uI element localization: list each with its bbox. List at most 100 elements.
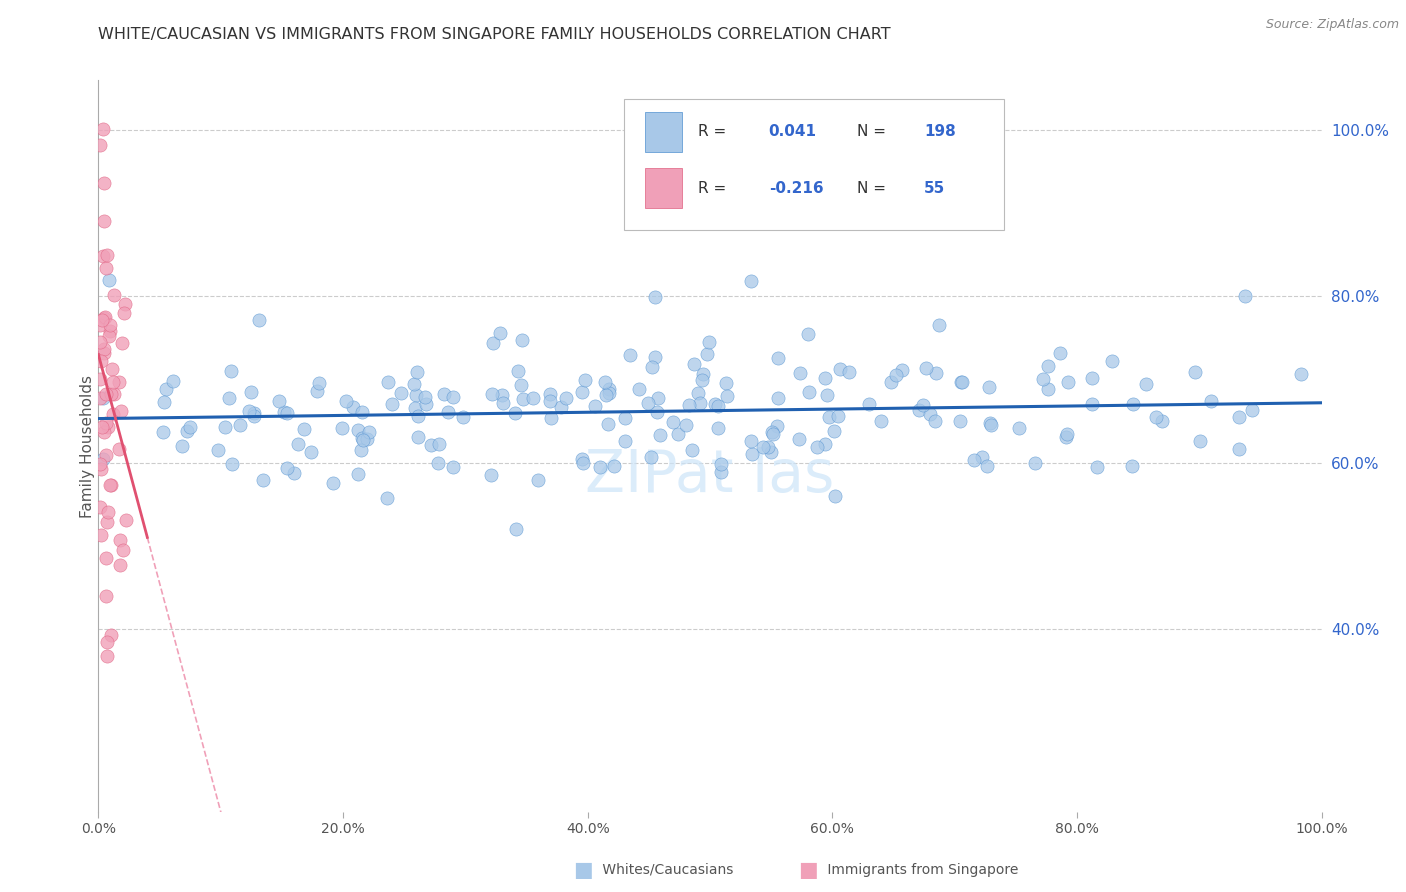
Point	[114, 513, 136, 527]
Point	[377, 376, 399, 390]
Point	[94, 589, 117, 603]
Point	[823, 424, 845, 438]
Point	[918, 407, 941, 421]
Point	[103, 407, 125, 421]
Point	[207, 443, 229, 458]
Point	[512, 334, 534, 348]
Point	[413, 390, 436, 404]
Point	[598, 382, 620, 396]
Point	[858, 397, 880, 411]
Point	[1121, 459, 1143, 474]
Text: R =: R =	[697, 181, 731, 196]
Point	[740, 274, 762, 288]
Point	[1184, 365, 1206, 379]
Point	[240, 384, 263, 399]
Point	[93, 214, 115, 228]
Text: 0.041: 0.041	[769, 124, 817, 139]
Point	[505, 522, 527, 536]
Point	[98, 318, 121, 332]
Point	[322, 476, 344, 491]
Point	[768, 351, 790, 365]
Point	[1122, 397, 1144, 411]
Point	[595, 375, 617, 389]
Point	[219, 364, 242, 378]
Point	[356, 432, 378, 446]
Point	[503, 406, 526, 420]
Point	[924, 414, 946, 428]
Point	[100, 387, 122, 401]
Point	[928, 318, 950, 333]
Point	[571, 385, 593, 400]
Point	[98, 324, 121, 338]
Point	[94, 387, 117, 401]
Point	[741, 447, 763, 461]
Point	[221, 457, 243, 471]
Point	[707, 399, 730, 413]
Point	[162, 374, 184, 388]
Point	[647, 404, 669, 418]
Point	[89, 457, 111, 471]
Point	[481, 387, 503, 401]
Point	[287, 437, 309, 451]
Point	[1227, 409, 1250, 424]
Point	[402, 377, 425, 392]
Point	[103, 375, 125, 389]
Point	[346, 423, 368, 437]
Point	[538, 386, 561, 401]
Point	[512, 392, 534, 406]
Point	[869, 414, 891, 428]
Point	[508, 364, 530, 378]
Point	[1024, 456, 1046, 470]
Point	[89, 371, 111, 385]
Point	[550, 400, 572, 414]
Y-axis label: Family Households: Family Households	[80, 375, 94, 517]
Point	[583, 399, 606, 413]
Point	[1038, 382, 1060, 396]
Point	[603, 459, 626, 474]
Point	[98, 477, 121, 491]
Point	[97, 505, 120, 519]
Point	[710, 457, 733, 471]
Point	[797, 385, 820, 400]
Text: WHITE/CAUCASIAN VS IMMIGRANTS FROM SINGAPORE FAMILY HOUSEHOLDS CORRELATION CHART: WHITE/CAUCASIAN VS IMMIGRANTS FROM SINGA…	[98, 27, 891, 42]
Point	[96, 248, 118, 262]
Point	[111, 542, 134, 557]
Point	[89, 318, 111, 333]
Point	[1081, 370, 1104, 384]
Point	[90, 354, 112, 368]
Point	[238, 403, 260, 417]
Point	[1201, 393, 1223, 408]
Point	[1135, 376, 1157, 391]
Point	[93, 425, 115, 439]
Text: ZIPat las: ZIPat las	[585, 447, 835, 504]
Point	[359, 425, 381, 440]
Point	[644, 350, 666, 364]
Point	[1233, 289, 1256, 303]
Point	[404, 401, 426, 415]
Point	[574, 373, 596, 387]
Point	[93, 310, 115, 324]
Point	[94, 448, 117, 462]
Bar	[645, 112, 682, 152]
Point	[950, 376, 973, 390]
Point	[243, 409, 266, 424]
Point	[381, 397, 404, 411]
Point	[112, 306, 135, 320]
Point	[1085, 459, 1108, 474]
Point	[1008, 420, 1031, 434]
Text: N =: N =	[856, 124, 890, 139]
Point	[637, 396, 659, 410]
Point	[613, 434, 636, 449]
Point	[100, 478, 122, 492]
Point	[644, 290, 666, 304]
Point	[218, 391, 240, 405]
Text: R =: R =	[697, 124, 731, 139]
Point	[342, 400, 364, 414]
Point	[375, 491, 398, 505]
Point	[1101, 354, 1123, 368]
Point	[690, 373, 713, 387]
Point	[797, 327, 820, 342]
Point	[441, 390, 464, 404]
Point	[247, 312, 270, 326]
Point	[96, 550, 118, 565]
